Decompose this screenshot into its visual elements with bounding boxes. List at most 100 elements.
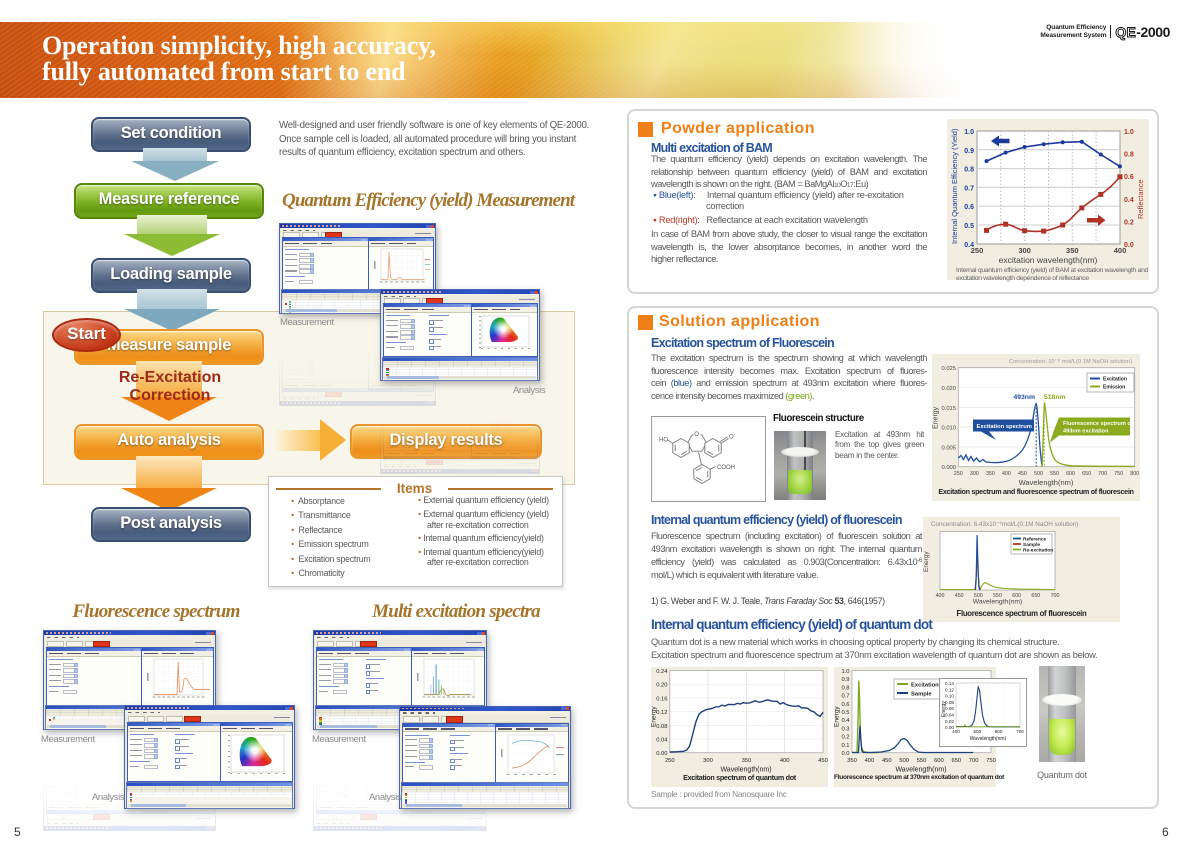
svg-text:0.010: 0.010 bbox=[941, 426, 956, 432]
svg-text:700: 700 bbox=[1051, 593, 1060, 599]
svg-text:700: 700 bbox=[1016, 729, 1024, 734]
svg-text:700: 700 bbox=[969, 758, 979, 764]
svg-text:0.3: 0.3 bbox=[841, 726, 849, 732]
svg-text:HO: HO bbox=[659, 438, 668, 444]
svg-text:600: 600 bbox=[995, 729, 1003, 734]
svg-text:250: 250 bbox=[954, 471, 963, 477]
svg-text:250: 250 bbox=[971, 246, 984, 255]
svg-text:0.12: 0.12 bbox=[656, 710, 667, 716]
svg-text:COOH: COOH bbox=[717, 465, 735, 471]
svg-text:0.2: 0.2 bbox=[841, 735, 849, 741]
svg-text:0.5: 0.5 bbox=[841, 710, 849, 716]
svg-text:0.7: 0.7 bbox=[964, 185, 974, 192]
svg-text:O: O bbox=[729, 435, 734, 441]
svg-text:0.0: 0.0 bbox=[841, 751, 849, 757]
svg-text:Excitation: Excitation bbox=[1103, 377, 1127, 383]
svg-text:0.08: 0.08 bbox=[656, 724, 667, 730]
svg-text:0.7: 0.7 bbox=[841, 694, 849, 700]
svg-text:0.000: 0.000 bbox=[941, 465, 956, 471]
svg-text:0.8: 0.8 bbox=[1124, 152, 1134, 159]
svg-text:0.025: 0.025 bbox=[941, 366, 956, 372]
svg-text:Fluorescence spectrum of: Fluorescence spectrum of bbox=[1063, 421, 1133, 427]
svg-text:650: 650 bbox=[1082, 471, 1091, 477]
svg-text:Re-excitation: Re-excitation bbox=[1023, 548, 1053, 554]
svg-text:Reflectance: Reflectance bbox=[1136, 179, 1145, 219]
svg-text:500: 500 bbox=[1034, 471, 1043, 477]
svg-text:450: 450 bbox=[882, 758, 892, 764]
svg-text:0.12: 0.12 bbox=[945, 687, 954, 692]
svg-text:Energy: Energy bbox=[834, 706, 841, 727]
svg-text:518nm: 518nm bbox=[1044, 394, 1066, 401]
svg-text:550: 550 bbox=[917, 758, 927, 764]
svg-text:0.9: 0.9 bbox=[841, 677, 849, 683]
svg-text:0.24: 0.24 bbox=[656, 669, 668, 675]
svg-text:650: 650 bbox=[1031, 593, 1040, 599]
svg-text:0.4: 0.4 bbox=[964, 242, 974, 249]
svg-text:500: 500 bbox=[973, 729, 981, 734]
svg-text:600: 600 bbox=[1012, 593, 1021, 599]
svg-text:650: 650 bbox=[951, 758, 961, 764]
svg-text:Wavelength(nm): Wavelength(nm) bbox=[1019, 478, 1074, 487]
svg-text:Excitation: Excitation bbox=[911, 683, 939, 689]
svg-text:550: 550 bbox=[1050, 471, 1059, 477]
svg-text:400: 400 bbox=[865, 758, 875, 764]
svg-text:0.0: 0.0 bbox=[1124, 242, 1134, 249]
svg-text:0.00: 0.00 bbox=[945, 725, 954, 730]
svg-text:excitation wavelength(nm): excitation wavelength(nm) bbox=[999, 255, 1098, 265]
svg-text:493nm: 493nm bbox=[1013, 394, 1035, 401]
svg-text:400: 400 bbox=[1002, 471, 1011, 477]
svg-text:400: 400 bbox=[936, 593, 945, 599]
svg-text:0.00: 0.00 bbox=[656, 751, 667, 757]
svg-text:700: 700 bbox=[1098, 471, 1107, 477]
svg-text:Sample: Sample bbox=[1023, 542, 1040, 548]
svg-text:0.16: 0.16 bbox=[656, 696, 667, 702]
svg-text:0.2: 0.2 bbox=[1124, 219, 1134, 226]
svg-text:Emission: Emission bbox=[1103, 385, 1125, 391]
svg-text:Wavelength(nm): Wavelength(nm) bbox=[970, 736, 1007, 742]
svg-text:Concentration: 10⁻⁸ mol/L(0.1M: Concentration: 10⁻⁸ mol/L(0.1M NaOH solu… bbox=[1009, 358, 1132, 365]
svg-text:0.14: 0.14 bbox=[945, 681, 954, 686]
svg-text:750: 750 bbox=[1114, 471, 1123, 477]
svg-text:600: 600 bbox=[1066, 471, 1075, 477]
svg-text:Reference: Reference bbox=[1023, 537, 1047, 543]
svg-text:Wavelength(nm): Wavelength(nm) bbox=[895, 767, 946, 774]
svg-text:0.08: 0.08 bbox=[945, 700, 954, 705]
svg-text:350: 350 bbox=[847, 758, 857, 764]
svg-text:0.8: 0.8 bbox=[964, 167, 974, 174]
svg-text:400: 400 bbox=[952, 729, 960, 734]
svg-text:0.015: 0.015 bbox=[941, 406, 956, 412]
svg-text:300: 300 bbox=[1018, 246, 1031, 255]
svg-text:0.06: 0.06 bbox=[945, 706, 954, 711]
svg-text:0.6: 0.6 bbox=[1124, 174, 1134, 181]
svg-text:1.0: 1.0 bbox=[964, 129, 974, 136]
svg-text:400: 400 bbox=[780, 758, 790, 764]
svg-text:Sample: Sample bbox=[911, 692, 932, 698]
svg-text:1.0: 1.0 bbox=[1124, 129, 1134, 136]
svg-text:0.6: 0.6 bbox=[964, 204, 974, 211]
svg-text:Energy: Energy bbox=[933, 406, 940, 429]
svg-text:1.0: 1.0 bbox=[841, 669, 849, 675]
svg-text:493nm excitation: 493nm excitation bbox=[1063, 429, 1109, 435]
svg-text:Energy: Energy bbox=[651, 706, 658, 727]
svg-text:0.1: 0.1 bbox=[841, 743, 849, 749]
svg-text:350: 350 bbox=[742, 758, 752, 764]
svg-text:Energy: Energy bbox=[941, 701, 947, 717]
svg-text:0.005: 0.005 bbox=[941, 445, 956, 451]
svg-text:550: 550 bbox=[993, 593, 1002, 599]
svg-text:Wavelength(nm): Wavelength(nm) bbox=[973, 599, 1023, 606]
svg-text:0.4: 0.4 bbox=[1124, 197, 1134, 204]
svg-text:500: 500 bbox=[899, 758, 909, 764]
svg-text:750: 750 bbox=[986, 758, 996, 764]
svg-text:350: 350 bbox=[986, 471, 995, 477]
svg-text:450: 450 bbox=[955, 593, 964, 599]
svg-text:0.4: 0.4 bbox=[841, 718, 850, 724]
svg-text:300: 300 bbox=[970, 471, 979, 477]
svg-text:0.04: 0.04 bbox=[656, 738, 668, 744]
svg-text:0.04: 0.04 bbox=[945, 713, 954, 718]
svg-text:Internal Quantum Efficiency (Y: Internal Quantum Efficiency (Yield) bbox=[950, 128, 959, 244]
svg-text:Energy: Energy bbox=[923, 551, 930, 572]
svg-text:0.20: 0.20 bbox=[656, 683, 667, 689]
svg-text:Concentration: 6.43x10⁻⁶mol/L(: Concentration: 6.43x10⁻⁶mol/L(0.1M NaOH … bbox=[931, 521, 1078, 528]
svg-text:800: 800 bbox=[1130, 471, 1139, 477]
svg-text:500: 500 bbox=[974, 593, 983, 599]
